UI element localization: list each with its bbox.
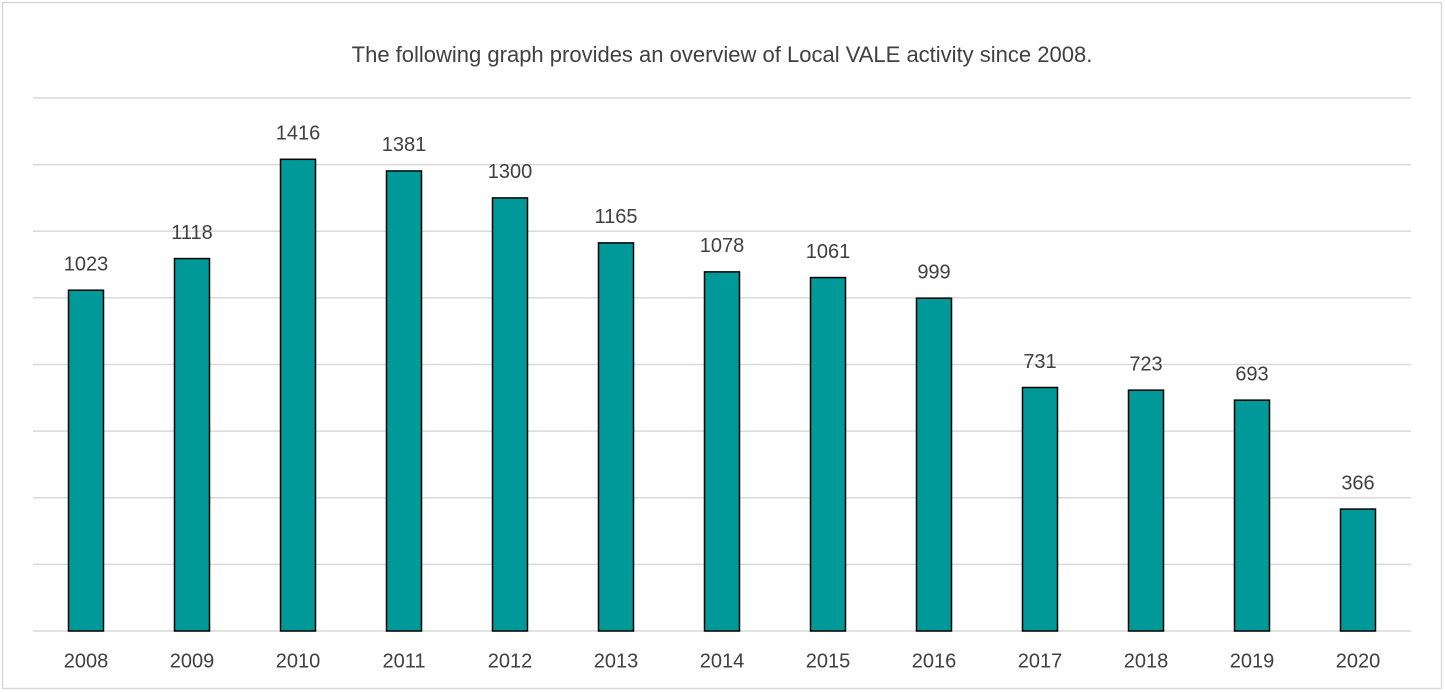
chart-title: The following graph provides an overview… xyxy=(352,42,1093,67)
data-label: 1023 xyxy=(64,253,109,275)
bar xyxy=(1233,399,1271,632)
x-tick-label: 2012 xyxy=(488,650,533,672)
data-label: 999 xyxy=(917,261,950,283)
x-tick-label: 2016 xyxy=(912,650,957,672)
x-tick-label: 2009 xyxy=(170,650,215,672)
x-tick-label: 2015 xyxy=(806,650,851,672)
data-label: 723 xyxy=(1129,353,1162,375)
data-label: 731 xyxy=(1023,351,1056,373)
bar xyxy=(597,242,635,632)
bar xyxy=(385,170,423,632)
bar xyxy=(809,276,847,632)
x-tick-label: 2010 xyxy=(276,650,321,672)
x-tick-label: 2008 xyxy=(64,650,109,672)
bar xyxy=(279,158,317,632)
x-tick-label: 2020 xyxy=(1336,650,1381,672)
x-tick-label: 2018 xyxy=(1124,650,1169,672)
bar xyxy=(67,289,105,632)
data-label: 1061 xyxy=(806,241,851,263)
bar xyxy=(1021,386,1059,632)
x-tick-label: 2014 xyxy=(700,650,745,672)
x-tick-label: 2017 xyxy=(1018,650,1063,672)
data-label: 1300 xyxy=(488,161,533,183)
x-tick-label: 2019 xyxy=(1230,650,1275,672)
data-label: 1381 xyxy=(382,134,427,156)
data-label: 1416 xyxy=(276,123,321,145)
data-label: 366 xyxy=(1341,472,1374,494)
x-tick-label: 2013 xyxy=(594,650,639,672)
x-tick-label: 2011 xyxy=(382,650,425,672)
bar xyxy=(915,297,953,632)
bar xyxy=(703,271,741,632)
bar xyxy=(491,197,529,632)
bar xyxy=(173,257,211,632)
bar xyxy=(1339,508,1377,632)
data-label: 693 xyxy=(1235,363,1268,385)
data-label: 1118 xyxy=(171,222,213,244)
data-label: 1165 xyxy=(594,206,637,228)
data-label: 1078 xyxy=(700,235,745,257)
bar xyxy=(1127,389,1165,632)
